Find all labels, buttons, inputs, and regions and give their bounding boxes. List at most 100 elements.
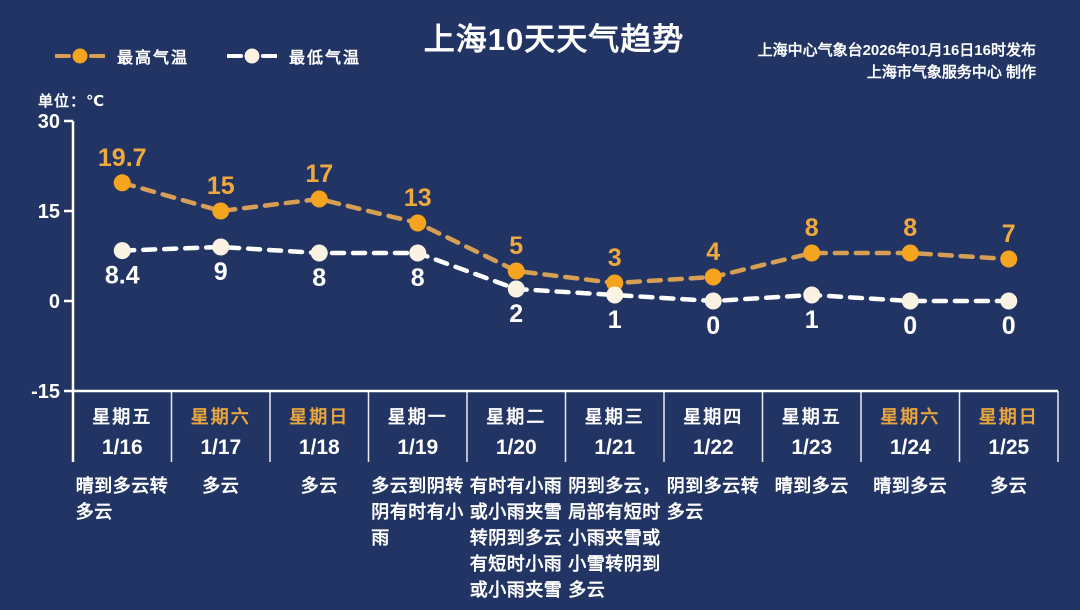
low-temp-value-label: 0 (903, 312, 917, 340)
weather-text: 晴到多云 (873, 476, 948, 496)
weather-description: 晴到多云 (763, 473, 862, 499)
legend-item-high-temp: 最高气温 (55, 44, 189, 68)
low-temp-point (901, 292, 919, 310)
weather-text: 多云 (202, 476, 240, 496)
page-title: 上海10天天气趋势 (423, 22, 685, 57)
day-column: 星期五 1/23 晴到多云 (763, 403, 862, 499)
date-label: 1/18 (298, 436, 340, 459)
issue-info: 上海中心气象台2026年01月16日16时发布 上海市气象服务中心 制作 (758, 40, 1036, 84)
high-temp-line (120, 180, 1011, 286)
high-temp-value-label: 4 (706, 238, 720, 266)
day-column: 星期日 1/18 多云 (270, 403, 369, 499)
unit-label: 单位：℃ (38, 93, 106, 110)
high-temp-point (310, 190, 328, 208)
date-label: 1/17 (200, 436, 242, 459)
date-label: 1/22 (692, 436, 734, 459)
date-label: 1/20 (495, 436, 537, 459)
high-temp-point (113, 174, 131, 192)
weather-description: 多云到阴转阴有时有小雨 (369, 473, 468, 551)
low-temp-value-label: 0 (706, 312, 720, 340)
weekday-label: 星期五 (781, 407, 842, 427)
weather-text: 有时有小雨或小雨夹雪转阴到多云有短时小雨或小雨夹雪 (469, 476, 563, 600)
low-temp-value-label: 0 (1002, 312, 1016, 340)
weather-text: 阴到多云转多云 (666, 476, 760, 522)
day-column: 星期六 1/24 晴到多云 (861, 403, 960, 499)
low-temp-value-label: 8 (312, 264, 326, 292)
low-temp-line (120, 244, 1011, 304)
date-label: 1/23 (791, 436, 833, 459)
high-temp-point (507, 262, 525, 280)
low-temp-value-label: 8 (411, 264, 425, 292)
weather-description: 晴到多云 (861, 473, 960, 499)
weather-description: 多云 (960, 473, 1059, 499)
weather-text: 多云 (990, 476, 1028, 496)
high-temp-value-label: 13 (404, 184, 432, 212)
day-column: 星期五 1/16 晴到多云转多云 (73, 403, 172, 525)
y-axis-tick-label: 0 (49, 291, 60, 313)
weather-description: 多云 (172, 473, 271, 499)
date-label: 1/21 (594, 436, 636, 459)
legend: 最高气温 最低气温 (55, 44, 361, 68)
date-label: 1/24 (889, 436, 931, 459)
high-temp-point (606, 274, 624, 292)
weekday-label: 星期三 (584, 407, 645, 427)
weather-text: 阴到多云，局部有短时小雨夹雪或小雪转阴到多云 (568, 476, 661, 600)
date-label: 1/19 (397, 436, 439, 459)
high-temp-line-icon (55, 48, 105, 64)
legend-label-low-temp: 最低气温 (289, 50, 362, 67)
date-label: 1/25 (988, 436, 1030, 459)
weather-description: 阴到多云，局部有短时小雨夹雪或小雪转阴到多云 (566, 473, 665, 603)
date-label: 1/16 (101, 436, 143, 459)
weather-description: 晴到多云转多云 (73, 473, 172, 525)
low-temp-point (1000, 292, 1018, 310)
high-temp-value-label: 8 (903, 214, 917, 242)
day-column: 星期四 1/22 阴到多云转多云 (664, 403, 763, 525)
low-temp-value-label: 8.4 (105, 262, 140, 290)
weekday-label: 星期六 (190, 407, 251, 427)
high-temp-value-label: 15 (207, 172, 235, 200)
day-column: 星期一 1/19 多云到阴转阴有时有小雨 (369, 403, 468, 551)
high-temp-value-label: 7 (1002, 220, 1016, 248)
low-temp-line-icon (227, 48, 278, 64)
weekday-label: 星期日 (978, 407, 1039, 427)
high-temp-value-label: 3 (608, 244, 622, 272)
high-temp-value-label: 5 (509, 232, 523, 260)
legend-label-high-temp: 最高气温 (117, 50, 190, 67)
weather-description: 有时有小雨或小雨夹雪转阴到多云有短时小雨或小雨夹雪 (467, 473, 566, 603)
day-column: 星期三 1/21 阴到多云，局部有短时小雨夹雪或小雪转阴到多云 (566, 403, 665, 603)
low-temp-point (212, 238, 230, 256)
high-temp-value-label: 17 (305, 160, 333, 188)
weekday-label: 星期五 (92, 407, 153, 427)
y-axis-tick-label: 15 (38, 201, 60, 223)
weekday-label: 星期二 (486, 407, 547, 427)
issue-time-text: 上海中心气象台2026年01月16日16时发布 (757, 42, 1036, 59)
high-temp-point (803, 244, 821, 262)
low-temp-point (409, 244, 427, 262)
day-column: 星期六 1/17 多云 (172, 403, 271, 499)
day-column: 星期日 1/25 多云 (960, 403, 1059, 499)
low-temp-point (803, 286, 821, 304)
high-temp-point (1000, 250, 1018, 268)
low-temp-value-label: 1 (608, 306, 622, 334)
low-temp-point (113, 242, 131, 260)
high-temp-point (901, 244, 919, 262)
high-temp-value-label: 19.7 (98, 144, 147, 172)
low-temp-value-label: 1 (805, 306, 819, 334)
low-temp-point (310, 244, 328, 262)
weather-text: 晴到多云 (774, 476, 849, 496)
y-axis-tick-label: -15 (31, 381, 60, 403)
high-temp-point (704, 268, 722, 286)
weekday-label: 星期六 (880, 407, 941, 427)
legend-item-low-temp: 最低气温 (227, 44, 361, 68)
y-axis-tick-label: 30 (38, 111, 60, 133)
high-temp-point (212, 202, 230, 220)
weather-text: 晴到多云转多云 (75, 476, 169, 522)
weather-text: 多云到阴转阴有时有小雨 (371, 476, 464, 548)
day-column: 星期二 1/20 有时有小雨或小雨夹雪转阴到多云有短时小雨或小雨夹雪 (467, 403, 566, 603)
producer-text: 上海市气象服务中心 制作 (866, 64, 1036, 81)
high-temp-value-label: 8 (805, 214, 819, 242)
low-temp-point (606, 286, 624, 304)
